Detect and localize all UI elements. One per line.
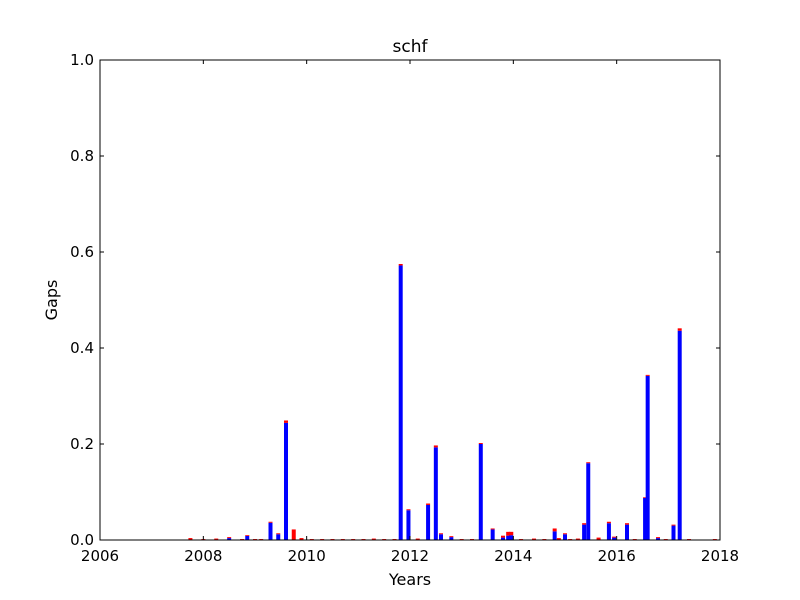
x-tick-label: 2018 [701, 547, 739, 565]
bar-s0-33 [501, 537, 505, 540]
bar-s0-5 [245, 535, 250, 540]
bar-s0-41 [563, 534, 567, 540]
bar-s1-44 [582, 523, 587, 525]
bar-s1-25 [426, 503, 431, 505]
bar-s1-56 [677, 328, 682, 331]
bar-s0-26 [433, 447, 438, 540]
bar-s0-55 [671, 525, 676, 540]
x-tick-label: 2012 [391, 547, 429, 565]
bar-s1-33 [501, 535, 505, 538]
bar-s0-35 [509, 535, 514, 540]
bars-group [188, 264, 717, 541]
bar-s1-45 [586, 462, 591, 464]
bar-s0-9 [276, 534, 281, 540]
y-axis: 0.0 0.2 0.4 0.6 0.8 1.0 [70, 51, 720, 549]
bar-s0-3 [227, 538, 232, 540]
x-tick-label: 2016 [598, 547, 636, 565]
bar-s1-39 [552, 528, 557, 532]
bar-s0-10 [284, 422, 288, 540]
bar-s0-48 [612, 537, 617, 540]
bar-s1-55 [671, 524, 676, 526]
y-tick-label: 0.4 [70, 339, 94, 357]
bar-s1-8 [268, 521, 273, 523]
bar-s0-27 [439, 534, 443, 540]
x-tick-label: 2006 [81, 547, 119, 565]
y-tick-label: 0.0 [70, 531, 94, 549]
bar-s1-11 [291, 529, 296, 540]
bar-s0-44 [582, 524, 587, 540]
bar-s1-12 [299, 538, 304, 540]
bar-s1-34 [506, 531, 511, 536]
x-axis: 2006 2008 2010 2012 2014 2016 2018 [81, 60, 739, 565]
x-tick-label: 2008 [184, 547, 222, 565]
bar-s1-41 [563, 533, 567, 535]
y-axis-label: Gaps [42, 280, 61, 321]
bar-s1-23 [406, 509, 411, 511]
bar-s1-47 [606, 521, 611, 524]
bar-s0-34 [506, 535, 511, 540]
bar-s1-31 [478, 443, 483, 444]
bar-s0-39 [552, 531, 557, 540]
bar-s1-51 [643, 497, 648, 499]
y-tick-label: 0.6 [70, 243, 94, 261]
bar-s1-27 [439, 533, 443, 535]
bar-s0-51 [643, 497, 648, 540]
bar-s1-46 [596, 537, 601, 540]
bar-s1-40 [556, 538, 561, 540]
bar-s0-53 [656, 538, 660, 540]
bar-s0-23 [406, 510, 411, 540]
bar-s1-28 [449, 536, 454, 538]
bar-s0-45 [586, 463, 591, 540]
bar-s1-22 [398, 264, 403, 266]
bar-s1-35 [509, 531, 514, 536]
bar-s1-10 [284, 420, 288, 423]
chart-title: schf [393, 37, 429, 57]
bar-s1-43 [575, 538, 580, 540]
bar-s1-52 [645, 374, 650, 376]
bar-s0-25 [426, 504, 431, 540]
bar-s0-31 [478, 444, 483, 540]
bar-s1-9 [276, 533, 281, 535]
bar-s0-28 [449, 537, 454, 540]
bar-s1-3 [227, 537, 232, 539]
bar-s1-19 [371, 538, 376, 540]
bar-s1-32 [490, 528, 495, 530]
plot-frame [99, 59, 721, 541]
bar-s0-56 [677, 330, 682, 540]
y-tick-label: 0.2 [70, 435, 94, 453]
y-tick-label: 0.8 [70, 147, 94, 165]
bar-s1-2 [214, 538, 219, 540]
bar-s1-49 [625, 523, 629, 525]
x-axis-label: Years [388, 570, 431, 589]
bar-s0-49 [625, 524, 629, 540]
y-tick-label: 1.0 [70, 51, 94, 69]
bar-s0-47 [606, 523, 611, 540]
bar-s1-53 [656, 537, 660, 539]
bar-s0-22 [398, 265, 403, 540]
bar-s1-0 [188, 538, 193, 540]
bar-s1-37 [532, 538, 536, 540]
bar-s0-52 [645, 375, 650, 540]
bar-s0-32 [490, 529, 495, 540]
bar-s0-8 [268, 522, 273, 540]
bar-s1-48 [612, 536, 617, 538]
x-tick-label: 2010 [288, 547, 326, 565]
x-tick-label: 2014 [494, 547, 532, 565]
bar-s1-24 [415, 538, 420, 540]
bar-s1-26 [433, 445, 438, 448]
bar-s1-5 [245, 535, 250, 536]
